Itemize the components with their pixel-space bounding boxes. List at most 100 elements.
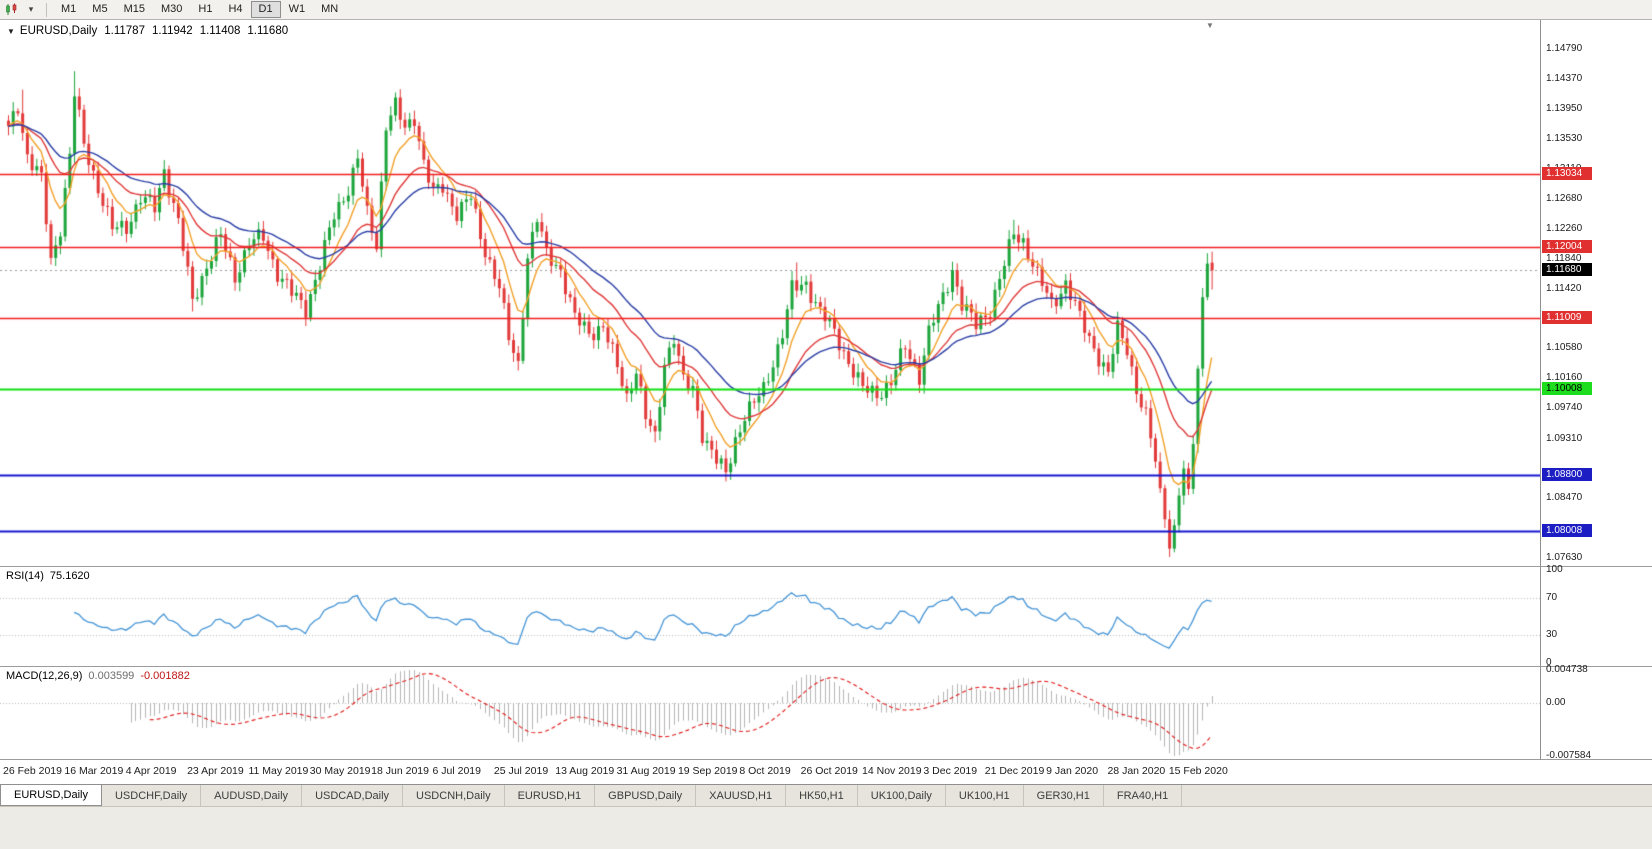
price-level-chip: 1.12004: [1542, 240, 1592, 254]
date-label: 14 Nov 2019: [862, 765, 922, 777]
date-label: 18 Jun 2019: [371, 765, 429, 777]
price-scale-border: [1540, 20, 1541, 760]
ohlc-low-value: 1.11408: [199, 25, 241, 37]
price-tick: 1.14790: [1546, 43, 1583, 55]
date-label: 6 Jul 2019: [432, 765, 481, 777]
timeframe-button-h4[interactable]: H4: [220, 1, 250, 18]
rsi-caption: RSI(14) 75.1620: [6, 570, 90, 582]
rsi-indicator-canvas[interactable]: [0, 567, 1540, 666]
date-label: 26 Oct 2019: [800, 765, 858, 777]
candlestick-glyph: [6, 3, 17, 15]
rsi-title: RSI(14): [6, 570, 44, 582]
price-tick: 1.14370: [1546, 73, 1583, 84]
chart-title: ▼ EURUSD,Daily 1.11787 1.11942 1.11408 1…: [7, 25, 288, 37]
macd-title: MACD(12,26,9): [6, 670, 83, 682]
toolbar-separator: [46, 2, 47, 17]
price-tick: 1.09310: [1546, 432, 1583, 444]
chart-tab-ger30-h1[interactable]: GER30,H1: [1023, 785, 1104, 806]
price-tick: 1.07630: [1546, 552, 1583, 564]
timeframe-button-mn[interactable]: MN: [313, 1, 346, 18]
chart-tab-uk100-h1[interactable]: UK100,H1: [945, 785, 1024, 806]
ohlc-high-value: 1.11942: [151, 25, 193, 37]
timeframe-button-h1[interactable]: H1: [190, 1, 220, 18]
timeframe-button-w1[interactable]: W1: [281, 1, 314, 18]
macd-scale-tick: -0.007584: [1546, 750, 1592, 761]
chart-symbol-label: EURUSD,Daily: [19, 25, 98, 37]
chart-tab-eurusd-h1[interactable]: EURUSD,H1: [504, 785, 596, 806]
timeframe-toolbar: M1 M5 M15 M30 H1 H4 D1 W1 MN: [53, 1, 346, 18]
price-level-chip: 1.13034: [1542, 166, 1592, 180]
rsi-value: 75.1620: [49, 570, 90, 582]
top-toolbar: ▾ M1 M5 M15 M30 H1 H4 D1 W1 MN: [0, 0, 1652, 20]
date-label: 15 Feb 2020: [1168, 765, 1228, 777]
price-tick: 1.11840: [1546, 252, 1582, 264]
date-label: 23 Apr 2019: [187, 765, 244, 777]
main-rsi-divider: [0, 566, 1652, 567]
macd-main-value: 0.003599: [88, 670, 135, 682]
status-bar: [0, 806, 1652, 849]
chart-tab-fra40-h1[interactable]: FRA40,H1: [1103, 785, 1183, 806]
timeframe-button-m30[interactable]: M30: [153, 1, 190, 18]
price-tick: 1.13950: [1546, 102, 1583, 114]
ohlc-close-value: 1.11680: [247, 25, 289, 37]
price-tick: 1.12260: [1546, 223, 1583, 235]
chart-type-candlestick-icon[interactable]: [3, 1, 21, 18]
price-tick: 1.13530: [1546, 132, 1583, 144]
date-label: 25 Jul 2019: [493, 765, 549, 777]
timeframe-button-m5[interactable]: M5: [84, 1, 115, 18]
rsi-scale-tick: 100: [1546, 564, 1563, 575]
chart-tab-usdcnh-daily[interactable]: USDCNH,Daily: [403, 785, 505, 806]
rsi-macd-divider: [0, 666, 1652, 667]
date-label: 21 Dec 2019: [984, 765, 1045, 777]
chart-tab-hk50-h1[interactable]: HK50,H1: [786, 785, 858, 806]
date-label: 8 Oct 2019: [739, 765, 791, 777]
date-label: 16 Mar 2019: [64, 765, 124, 777]
chart-tab-uk100-daily[interactable]: UK100,Daily: [857, 785, 946, 806]
chart-tab-bar: EURUSD,Daily USDCHF,Daily AUDUSD,Daily USDC…: [0, 784, 1652, 806]
macd-caption: MACD(12,26,9) 0.003599 -0.001882: [6, 670, 190, 682]
chart-shift-marker-icon[interactable]: ▼: [1206, 21, 1214, 30]
macd-indicator-canvas[interactable]: [0, 667, 1540, 759]
price-tick: 1.10580: [1546, 342, 1583, 354]
chart-tab-gbpusd-daily[interactable]: GBPUSD,Daily: [595, 785, 697, 806]
chart-tab-usdchf-daily[interactable]: USDCHF,Daily: [101, 785, 202, 806]
price-tick: 1.11420: [1546, 282, 1582, 294]
timeframe-button-d1[interactable]: D1: [250, 1, 281, 18]
symbol-marker-icon: ▼: [7, 26, 15, 36]
price-level-chip: 1.08800: [1542, 468, 1592, 481]
timeframe-button-m1[interactable]: M1: [53, 1, 84, 18]
chart-tab-usdcad-daily[interactable]: USDCAD,Daily: [302, 785, 404, 806]
timeframe-button-m15[interactable]: M15: [116, 1, 153, 18]
date-label: 30 May 2019: [309, 765, 371, 777]
rsi-scale-tick: 30: [1546, 629, 1558, 641]
macd-scale-tick: 0.00: [1546, 697, 1566, 709]
time-axis[interactable]: 26 Feb 2019 16 Mar 2019 4 Apr 2019 23 Apr 2…: [0, 760, 1540, 784]
date-label: 4 Apr 2019: [125, 765, 177, 777]
price-tick: 1.08470: [1546, 492, 1583, 504]
price-tick: 1.12680: [1546, 193, 1583, 205]
price-level-chip: 1.11009: [1542, 310, 1592, 324]
rsi-scale-tick: 0: [1546, 657, 1552, 668]
date-label: 28 Jan 2020: [1107, 765, 1166, 777]
macd-scale-tick: 0.004738: [1546, 664, 1588, 675]
current-price-chip: 1.11680: [1542, 263, 1592, 277]
chart-tab-audusd-daily[interactable]: AUDUSD,Daily: [201, 785, 303, 806]
chart-tab-xauusd-h1[interactable]: XAUUSD,H1: [696, 785, 787, 806]
date-label: 26 Feb 2019: [3, 765, 62, 777]
date-label: 13 Aug 2019: [555, 765, 615, 777]
date-label: 9 Jan 2020: [1046, 765, 1099, 777]
price-level-chip: 1.10008: [1542, 382, 1592, 396]
macd-axis-divider: [0, 759, 1652, 760]
price-tick: 1.09740: [1546, 402, 1583, 414]
price-tick: 1.10160: [1546, 372, 1583, 384]
date-label: 31 Aug 2019: [616, 765, 676, 777]
ohlc-open-value: 1.11787: [104, 25, 145, 37]
main-price-chart-canvas[interactable]: [0, 20, 1540, 566]
date-label: 3 Dec 2019: [923, 765, 978, 777]
date-label: 19 Sep 2019: [677, 765, 738, 777]
chart-tab-eurusd-daily[interactable]: EURUSD,Daily: [0, 785, 102, 806]
chart-type-dropdown-icon[interactable]: ▾: [22, 1, 40, 18]
macd-signal-value: -0.001882: [140, 670, 190, 682]
date-label: 11 May 2019: [248, 765, 309, 777]
